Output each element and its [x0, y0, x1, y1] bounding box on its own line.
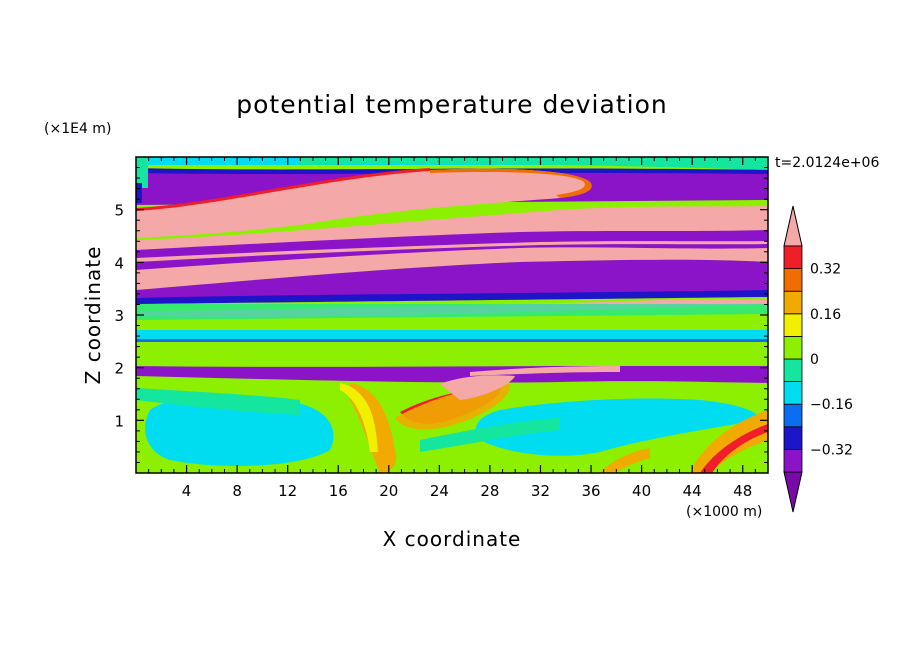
y-tick-label: 4 — [114, 254, 124, 272]
x-tick-label: 40 — [632, 482, 651, 500]
purple-inner-streak — [136, 230, 768, 270]
pink-inner-thread — [136, 241, 768, 262]
blue-strip-2-5 — [136, 339, 768, 342]
green-layer-2-3b — [136, 342, 768, 366]
x-tick-label: 44 — [683, 482, 702, 500]
blue-purple-fringe — [136, 290, 768, 304]
lower-mid-orange — [600, 448, 650, 473]
x-tick-label: 12 — [278, 482, 297, 500]
x-tick-label: 32 — [531, 482, 550, 500]
colorbar-label: −0.32 — [810, 442, 853, 458]
colorbar-swatch — [783, 290, 803, 315]
y-axis-title: Z coordinate — [81, 246, 105, 385]
colorbar-swatch — [783, 313, 803, 337]
x-unit-label: (×1000 m) — [686, 504, 762, 520]
plume-yellow — [340, 383, 378, 452]
colorbar-over-triangle — [783, 205, 803, 247]
pink-upper-edge-red — [136, 168, 430, 211]
colorbar-swatch — [783, 381, 803, 405]
lower-cyan-blob-right — [475, 398, 760, 456]
y-axis: 1 2 3 4 5 — [114, 167, 768, 463]
x-tick-label: 48 — [733, 482, 752, 500]
x-tick-label: 8 — [232, 482, 242, 500]
colorbar-swatch — [783, 448, 803, 473]
colorbar-label: −0.16 — [810, 397, 853, 413]
lower-right-arc — [690, 410, 768, 473]
y-tick-label: 5 — [114, 202, 124, 220]
colorbar-label: 0.16 — [810, 307, 841, 323]
y-tick-label: 2 — [114, 360, 124, 378]
x-axis: 4 8 12 16 20 24 28 32 36 40 44 48 — [148, 157, 756, 500]
plume-pink — [440, 375, 515, 400]
colorbar: 0.32 0.16 0 −0.16 −0.32 — [783, 205, 853, 513]
y-tick-label: 1 — [114, 412, 124, 430]
left-teal-strip — [136, 158, 148, 188]
lower-teal-left — [136, 388, 300, 415]
colorbar-swatch — [783, 268, 803, 292]
x-tick-label: 20 — [379, 482, 398, 500]
chart-title: potential temperature deviation — [236, 90, 667, 119]
green-teal-patch — [136, 304, 768, 320]
plume-teal-wake — [420, 418, 560, 452]
colorbar-swatch — [783, 358, 803, 383]
y-tick-label: 3 — [114, 307, 124, 325]
x-tick-label: 24 — [430, 482, 449, 500]
contour-field — [136, 157, 768, 473]
x-tick-label: 28 — [480, 482, 499, 500]
top-green-patch — [300, 157, 768, 170]
colorbar-under-triangle — [783, 471, 803, 513]
pink-upper-lobe — [136, 168, 592, 238]
colorbar-label: 0.32 — [810, 262, 841, 278]
colorbar-swatch — [783, 335, 803, 360]
pink-band-z2 — [470, 366, 620, 376]
pink-upper-edge — [430, 168, 592, 198]
x-tick-label: 36 — [581, 482, 600, 500]
x-tick-label: 4 — [182, 482, 192, 500]
colorbar-swatch — [783, 403, 803, 428]
colorbar-label: 0 — [810, 352, 819, 368]
x-axis-title: X coordinate — [383, 527, 522, 551]
lower-right-arc-red — [700, 424, 768, 473]
purple-lower-mid — [136, 259, 768, 300]
time-label: t=2.0124e+06 — [775, 155, 879, 171]
colorbar-swatch — [783, 426, 803, 450]
y-unit-label: (×1E4 m) — [44, 121, 111, 137]
colorbar-swatch — [783, 245, 803, 270]
x-tick-label: 16 — [329, 482, 348, 500]
left-blue-edge — [136, 183, 142, 203]
